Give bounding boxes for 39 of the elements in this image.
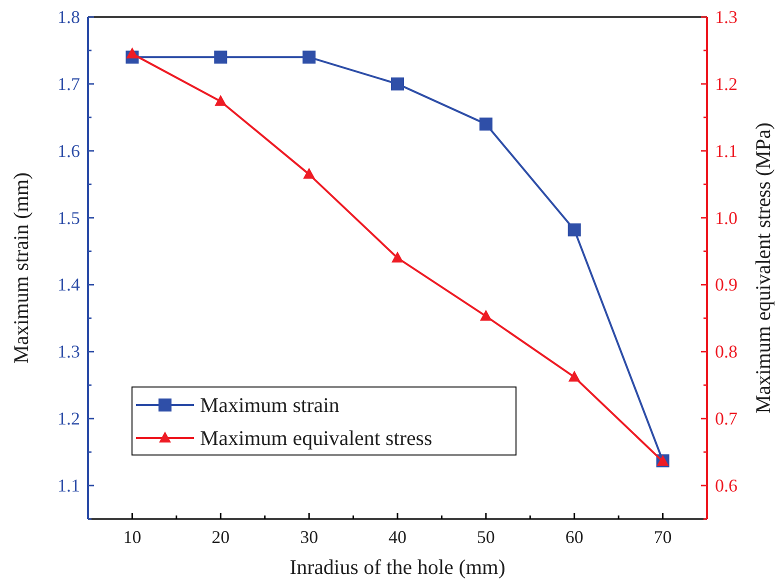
x-axis-title: Inradius of the hole (mm): [290, 555, 506, 579]
point: [568, 370, 580, 382]
y-tick-label: 1.6: [58, 140, 80, 161]
x-tick-label: 10: [123, 527, 142, 547]
x-tick-label: 20: [212, 527, 230, 547]
x-tick-label: 40: [388, 527, 406, 547]
y2-tick-label: 1.3: [715, 7, 738, 27]
y2-axis-title: Maximum equivalent stress (MPa): [751, 122, 775, 414]
y-tick-label: 1.1: [58, 476, 80, 496]
y-tick-label: 1.4: [58, 274, 80, 295]
point: [568, 223, 581, 236]
legend-label: Maximum equivalent stress: [200, 426, 432, 450]
point: [214, 94, 227, 106]
y2-tick-label: 1.2: [715, 74, 738, 94]
y2-tick-label: 1.0: [715, 208, 738, 228]
point: [480, 310, 492, 321]
point: [214, 50, 228, 64]
x-tick-label: 60: [565, 527, 584, 547]
y-tick-label: 1.3: [58, 342, 80, 362]
x-tick-label: 50: [476, 527, 495, 547]
y2-tick-label: 1.1: [715, 140, 738, 161]
y2-tick-label: 0.8: [715, 342, 738, 362]
y-tick-label: 1.5: [58, 208, 80, 228]
point: [126, 47, 138, 58]
point: [479, 118, 492, 131]
x-tick-label: 70: [654, 527, 672, 547]
point: [391, 77, 404, 90]
point: [303, 168, 316, 179]
y-tick-label: 1.8: [58, 7, 80, 27]
y2-tick-label: 0.9: [715, 274, 738, 295]
y-tick-label: 1.7: [58, 74, 80, 94]
legend-label: Maximum strain: [200, 393, 340, 417]
y2-tick-label: 0.6: [715, 476, 738, 496]
point: [392, 251, 404, 262]
x-tick-label: 30: [300, 527, 318, 547]
y2-tick-label: 0.7: [715, 408, 738, 429]
y-tick-label: 1.2: [58, 408, 80, 429]
y-axis-title: Maximum strain (mm): [9, 172, 33, 364]
point: [302, 50, 316, 64]
